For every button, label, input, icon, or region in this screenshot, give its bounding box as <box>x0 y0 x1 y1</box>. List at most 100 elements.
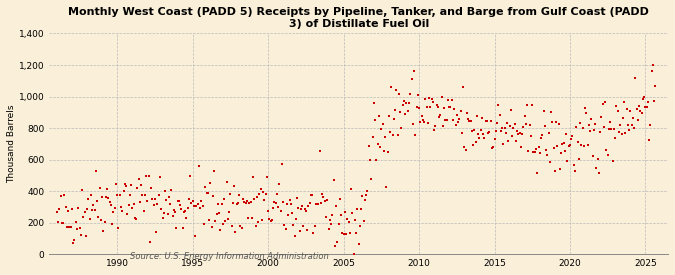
Point <box>401 101 412 106</box>
Point <box>204 218 215 222</box>
Point <box>152 202 163 206</box>
Point <box>634 104 645 108</box>
Point <box>239 200 250 204</box>
Point <box>478 132 489 136</box>
Point <box>284 198 295 203</box>
Point <box>175 203 186 207</box>
Point <box>454 117 464 121</box>
Point <box>274 182 285 186</box>
Point <box>246 216 257 220</box>
Point <box>233 200 244 205</box>
Point <box>142 199 153 203</box>
Point <box>78 214 88 219</box>
Point <box>406 77 417 82</box>
Point <box>70 220 81 224</box>
Point <box>275 209 286 213</box>
Point <box>468 143 479 148</box>
Point <box>281 202 292 206</box>
Point <box>319 199 330 204</box>
Point <box>102 187 113 191</box>
Point <box>200 185 211 189</box>
Point <box>303 204 314 208</box>
Point <box>554 122 564 127</box>
Point <box>637 111 647 115</box>
Point <box>418 119 429 124</box>
Point <box>292 196 302 200</box>
Point <box>287 211 298 215</box>
Point <box>182 206 193 210</box>
Point <box>602 153 613 157</box>
Point <box>411 104 422 109</box>
Point <box>328 178 339 182</box>
Point <box>224 210 235 214</box>
Point <box>318 194 329 199</box>
Point <box>554 167 565 171</box>
Point <box>232 202 242 206</box>
Point <box>616 131 627 136</box>
Point <box>481 119 492 123</box>
Point <box>619 100 630 104</box>
Point <box>171 226 182 231</box>
Point <box>531 146 541 151</box>
Point <box>394 92 404 96</box>
Point <box>366 177 377 181</box>
Point <box>628 126 639 130</box>
Point <box>114 193 125 198</box>
Point <box>219 197 230 202</box>
Point <box>296 207 306 211</box>
Point <box>637 97 648 102</box>
Point <box>424 96 435 100</box>
Point <box>522 103 533 107</box>
Point <box>325 222 336 226</box>
Point <box>645 123 656 127</box>
Point <box>595 130 605 134</box>
Point <box>483 131 493 135</box>
Point <box>417 118 428 122</box>
Point <box>140 193 151 197</box>
Point <box>289 233 300 238</box>
Point <box>405 92 416 96</box>
Point <box>259 198 270 203</box>
Point <box>625 109 636 113</box>
Point <box>156 207 167 211</box>
Point <box>385 130 396 134</box>
Point <box>611 104 622 109</box>
Point <box>465 119 476 123</box>
Point <box>286 202 296 206</box>
Point <box>491 121 502 125</box>
Point <box>571 125 582 129</box>
Point <box>462 117 473 121</box>
Point <box>606 126 617 131</box>
Point <box>74 225 85 230</box>
Point <box>103 196 114 200</box>
Point <box>334 197 345 201</box>
Point <box>242 199 252 204</box>
Point <box>165 202 176 206</box>
Point <box>226 224 237 229</box>
Point <box>82 207 92 211</box>
Point <box>99 219 110 224</box>
Point <box>441 118 452 123</box>
Point <box>537 133 547 138</box>
Point <box>90 169 101 174</box>
Point <box>64 225 75 229</box>
Point <box>536 136 547 141</box>
Point <box>552 144 563 148</box>
Point <box>54 207 65 211</box>
Point <box>543 131 554 135</box>
Point <box>337 231 348 236</box>
Point <box>163 195 174 199</box>
Point <box>256 218 267 222</box>
Point <box>430 124 441 128</box>
Point <box>340 210 350 214</box>
Point <box>298 223 308 228</box>
Point <box>245 200 256 205</box>
Point <box>63 209 74 213</box>
Point <box>371 158 381 162</box>
Point <box>265 219 276 223</box>
Point <box>236 226 247 230</box>
Point <box>348 252 359 256</box>
Point <box>577 126 588 131</box>
Point <box>427 100 438 104</box>
Title: Monthly West Coast (PADD 5) Receipts by Pipeline, Tanker, and Barge from Gulf Co: Monthly West Coast (PADD 5) Receipts by … <box>68 7 649 29</box>
